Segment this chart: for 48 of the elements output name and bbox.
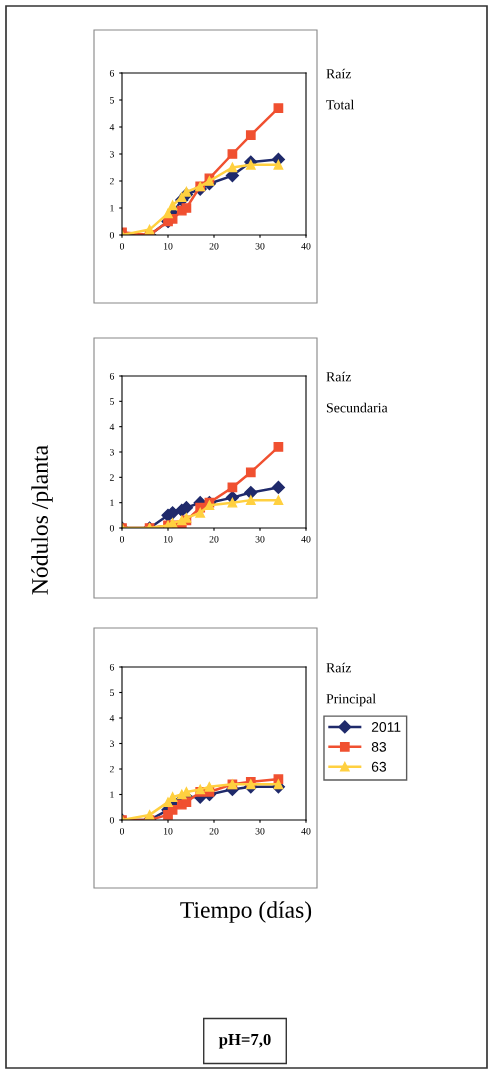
x-tick-label: 30	[255, 827, 265, 835]
y-tick-label: 0	[109, 816, 114, 824]
y-tick-label: 6	[109, 663, 115, 671]
y-tick-label: 2	[109, 765, 114, 773]
y-tick-label: 0	[109, 524, 114, 532]
x-tick-label: 10	[163, 535, 173, 543]
y-tick-label: 1	[110, 791, 114, 798]
y-tick-label: 6	[109, 372, 115, 380]
x-tick-label: 10	[163, 827, 173, 835]
y-tick-label: 4	[109, 714, 115, 722]
y-tick-label: 1	[110, 499, 114, 507]
legend-label: 83	[371, 741, 387, 752]
y-tick-label: 5	[110, 97, 114, 104]
x-tick-label: 0	[119, 242, 125, 250]
x-tick-label: 10	[163, 242, 173, 250]
text: pH=7,0	[218, 1033, 271, 1049]
y-tick-label: 3	[109, 150, 114, 158]
y-tick-label: 5	[110, 689, 114, 696]
x-tick-label: 40	[301, 535, 311, 543]
x-tick-label: 0	[119, 535, 125, 543]
y-tick-label: 2	[109, 474, 114, 481]
x-tick-label: 30	[255, 535, 265, 543]
y-tick-label: 4	[109, 423, 115, 431]
x-tick-label: 20	[209, 535, 219, 543]
x-tick-label: 20	[209, 827, 219, 835]
text: Principal	[326, 693, 376, 707]
x-tick-label: 20	[209, 242, 219, 250]
text: Raíz	[326, 662, 352, 673]
x-tick-label: 30	[255, 242, 265, 250]
y-tick-label: 2	[109, 177, 114, 185]
y-tick-label: 5	[110, 398, 114, 405]
text: Raíz	[326, 371, 352, 382]
y-tick-label: 3	[109, 740, 114, 747]
legend-label: 63	[371, 761, 387, 772]
x-tick-label: 0	[119, 827, 125, 835]
y-tick-label: 4	[109, 123, 115, 131]
y-tick-label: 3	[109, 448, 114, 456]
x-tick-label: 40	[301, 827, 311, 835]
text: Secundaria	[326, 402, 388, 413]
y-axis-title: Nódulos /planta	[31, 445, 53, 595]
y-tick-label: 6	[109, 69, 115, 77]
text: Raíz	[326, 68, 352, 79]
legend-label: 2011	[371, 722, 401, 732]
x-axis-title: Tiempo (días)	[180, 901, 312, 923]
y-tick-label: 1	[110, 204, 114, 212]
y-tick-label: 0	[109, 231, 114, 239]
text: Total	[326, 99, 355, 110]
x-tick-label: 40	[301, 242, 311, 250]
